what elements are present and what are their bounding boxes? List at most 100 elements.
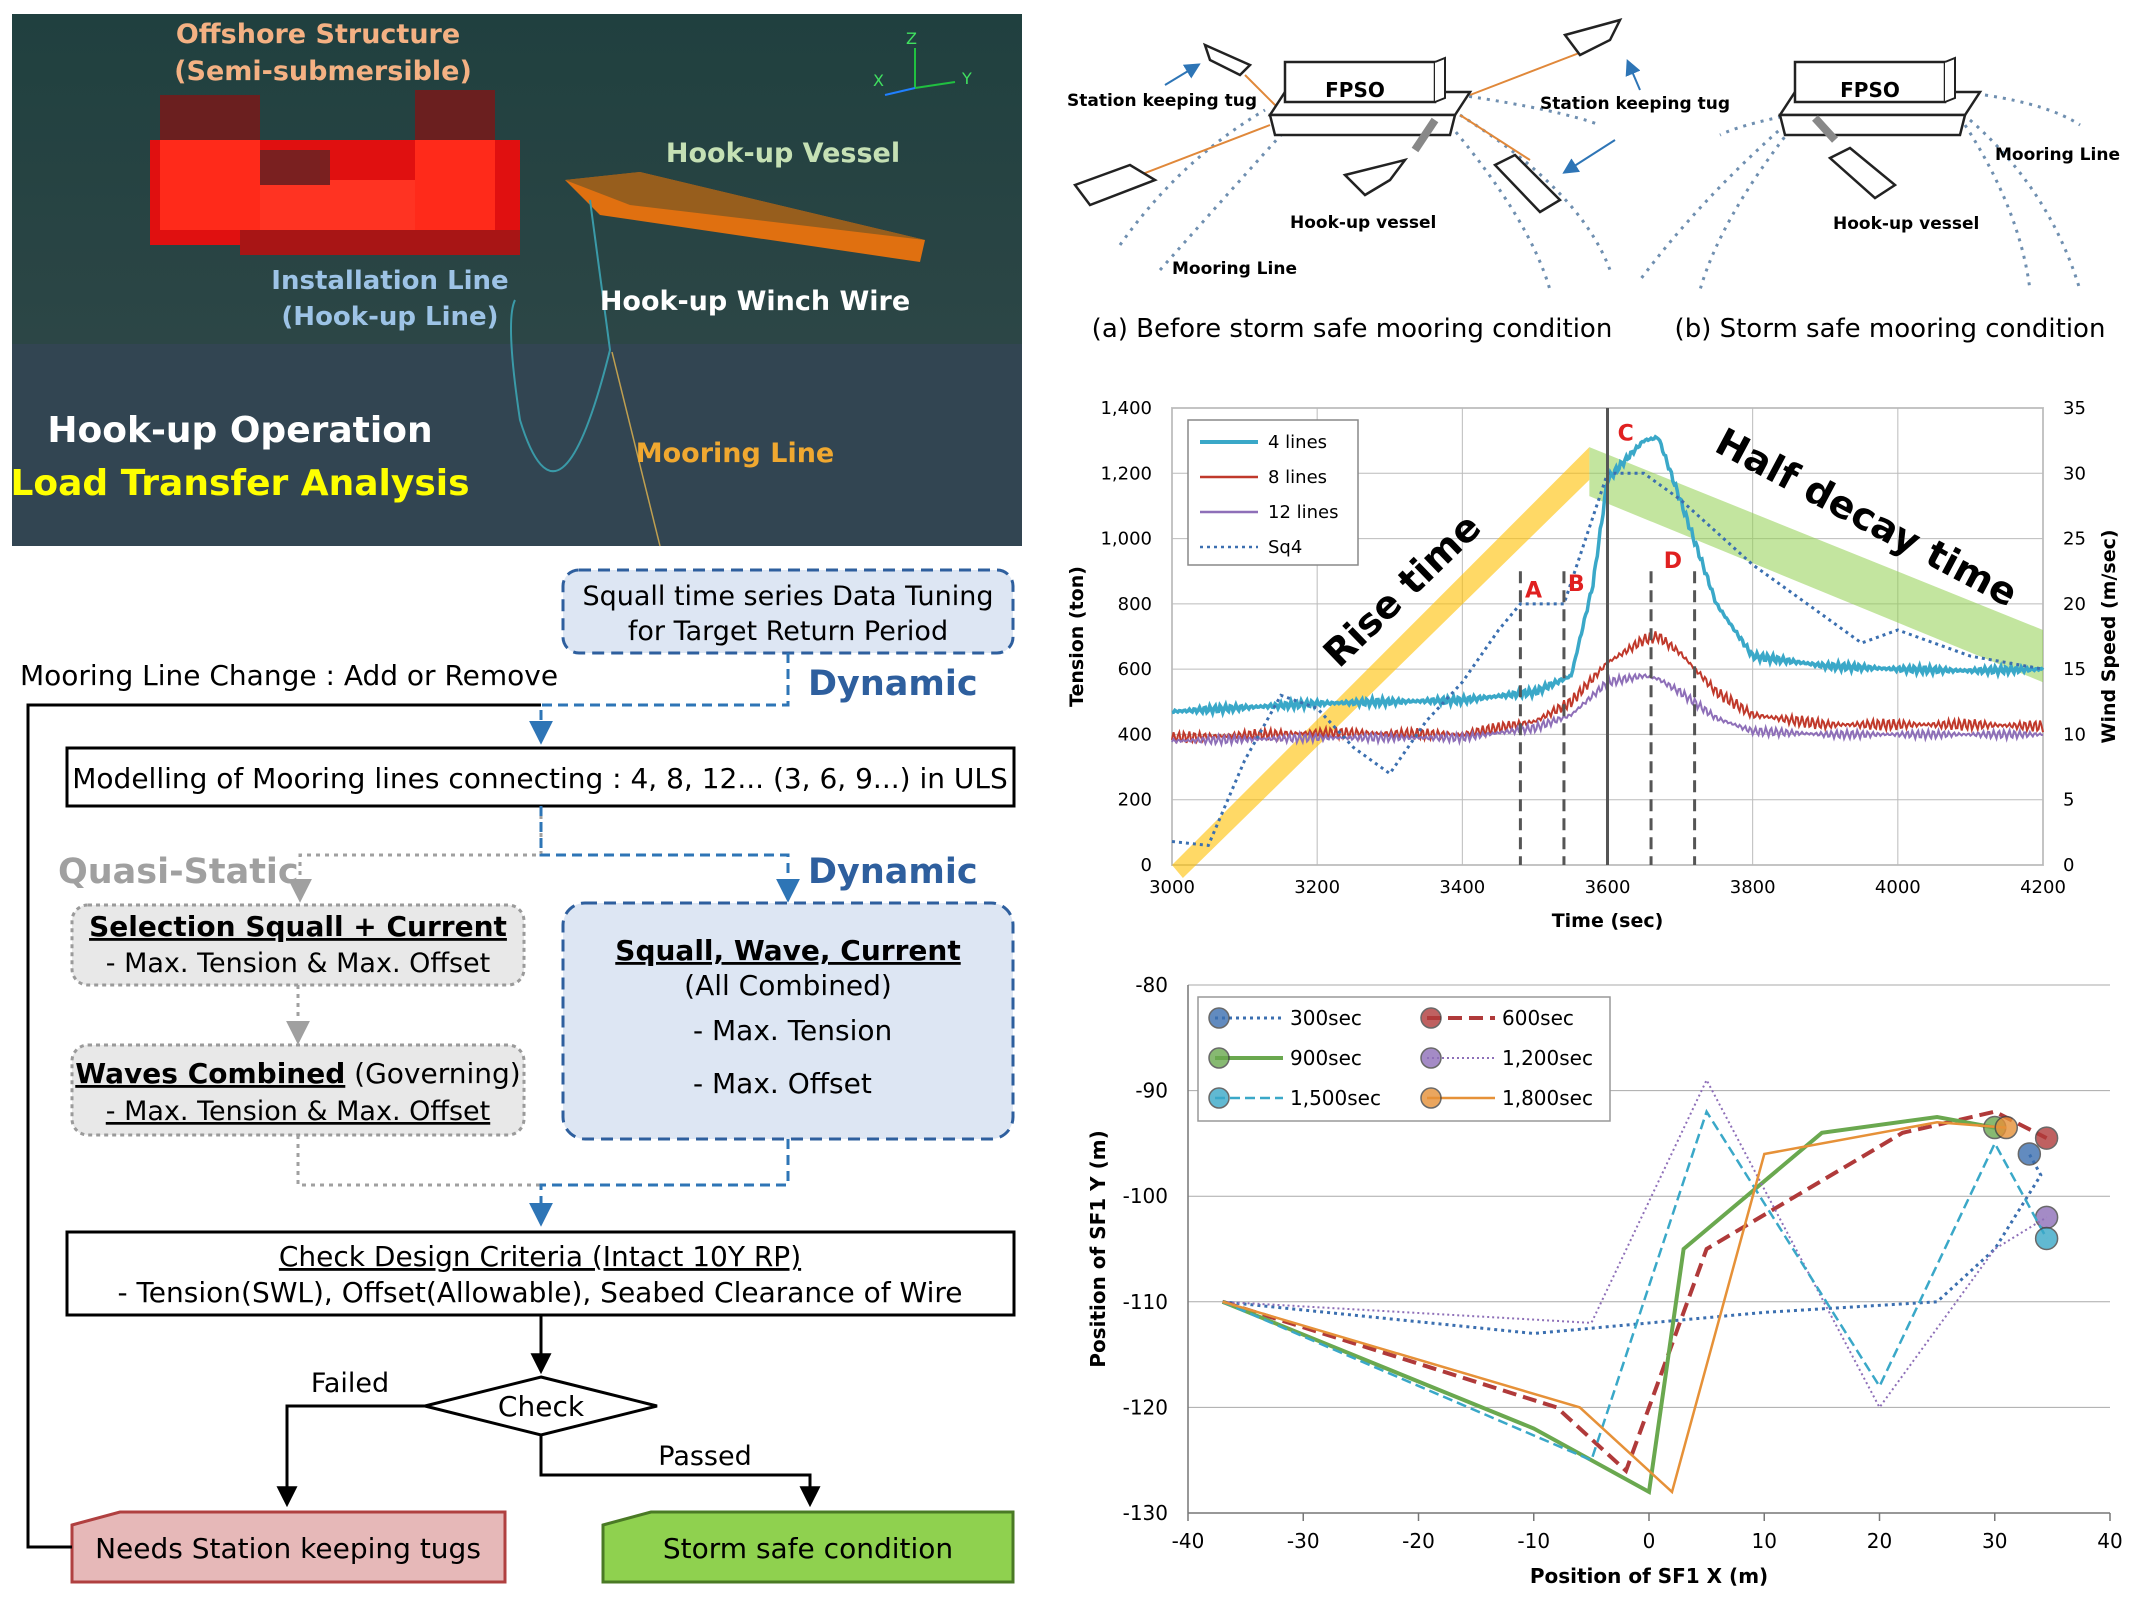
squall-wave-current-box	[561, 901, 1015, 1141]
chart2-legend-label: 600sec	[1502, 1006, 1574, 1030]
chart2-y-tick: -120	[1123, 1395, 1168, 1419]
chart1-legend-label: 8 lines	[1268, 467, 1327, 488]
chart2-y-tick: -90	[1135, 1079, 1168, 1103]
chart1-y-tick: 1,400	[1100, 398, 1152, 419]
hookup-vessel-model	[565, 172, 925, 262]
tug-label-left: Station keeping tug	[1067, 91, 1257, 111]
rise-time-band	[1172, 447, 1590, 879]
chart1-y2-tick: 5	[2063, 790, 2074, 811]
chart1-x-tick: 3200	[1294, 877, 1340, 898]
chart1-y2-tick: 35	[2063, 398, 2086, 419]
hookup-scene-panel: Z Y X Offshore Structure (Semi-submersib…	[10, 14, 1022, 547]
caption-b: (b) Storm safe mooring condition	[1675, 314, 2106, 344]
squall-tuning-line1: Squall time series Data Tuning	[582, 581, 993, 612]
needs-tugs-box	[70, 1510, 507, 1584]
chart2-legend-label: 900sec	[1290, 1046, 1362, 1070]
installation-line-label: Installation Line	[271, 266, 508, 296]
offshore-structure-label: Offshore Structure	[176, 19, 460, 50]
trajectory-end-marker	[2034, 1226, 2059, 1251]
chart1-legend-label: 4 lines	[1268, 432, 1327, 453]
hookup-vessel-label-b: Hook-up vessel	[1833, 214, 1979, 234]
chart1-legend-label: 12 lines	[1268, 502, 1339, 523]
axis-triad: Z Y X	[873, 29, 972, 96]
modelling-text: Modelling of Mooring lines connecting : …	[72, 762, 1007, 795]
chart1-legend-box	[1187, 419, 1359, 566]
schematic-storm-safe: FPSO Mooring Line Hook-up vessel	[1638, 56, 2120, 291]
tug-label-right: Station keeping tug	[1540, 94, 1730, 114]
chart2-legend-label: 1,800sec	[1502, 1086, 1593, 1110]
swc-max-offset: - Max. Offset	[693, 1067, 872, 1100]
chart2-y-tick: -110	[1123, 1290, 1168, 1314]
chart1-ylabel: Tension (ton)	[1066, 566, 1088, 707]
storm-safe-label: Storm safe condition	[663, 1532, 953, 1565]
design-criteria-title: Check Design Criteria (Intact 10Y RP)	[279, 1240, 801, 1273]
chart1-y-tick: 1,200	[1100, 463, 1152, 484]
check-label: Check	[498, 1390, 585, 1423]
sf1-position-chart: -130-120-110-100-90-80-40 -30 -20 -10 0 10 20 3…	[1086, 973, 2123, 1588]
chart1-y2-tick: 0	[2063, 855, 2074, 876]
chart1-y-tick: 800	[1118, 594, 1152, 615]
chart2-legend-marker	[1420, 1047, 1442, 1069]
design-criteria-box	[65, 1230, 1016, 1317]
winch-wire-label: Hook-up Winch Wire	[600, 286, 910, 317]
chart2-x-tick: -30	[1287, 1529, 1320, 1553]
connector-tuning-to-model	[529, 653, 790, 745]
trajectory-900sec-line	[1221, 1114, 1996, 1496]
trajectory-end-marker	[2017, 1142, 2042, 1166]
dynamic-label-1: Dynamic	[808, 664, 978, 704]
waves-combined-name: Waves Combined	[75, 1057, 345, 1090]
chart1-legend: 4 lines 8 lines 12 lines Sq4	[1187, 419, 1359, 566]
fpso-label-b: FPSO	[1840, 78, 1900, 102]
loopback-connector	[26, 703, 541, 1549]
mooring-change-label: Mooring Line Change : Add or Remove	[20, 659, 558, 692]
squall-tuning-line2: for Target Return Period	[628, 616, 948, 647]
passed-label: Passed	[658, 1441, 752, 1472]
mooring-line-label-a: Mooring Line	[1172, 259, 1297, 279]
connector-dynamic-merge	[529, 1139, 790, 1227]
tension-time-chart: 3000 3200 3400 3600 3800 4000 4200020040060080…	[1066, 398, 2120, 932]
connector-model-to-dynamic	[539, 806, 800, 903]
quasi-static-label: Quasi-Static	[58, 852, 299, 892]
chart2-legend-marker	[1420, 1007, 1442, 1029]
trajectory-1500sec-line	[1222, 1108, 2048, 1462]
chart2-y-tick: -130	[1123, 1501, 1168, 1525]
chart1-x-tick: 4200	[2020, 877, 2066, 898]
chart1-legend-label: Sq4	[1268, 537, 1302, 558]
fpso-label-a: FPSO	[1325, 78, 1385, 102]
annotation-C: C	[1618, 422, 1634, 447]
swc-max-tension: - Max. Tension	[693, 1014, 892, 1047]
trajectory-600sec-line	[1221, 1109, 2048, 1475]
chart2-y-tick: -80	[1135, 973, 1168, 997]
chart1-y2-tick: 10	[2063, 724, 2086, 745]
chart1-y-tick: 1,000	[1100, 529, 1152, 550]
chart1-y2-tick: 25	[2063, 529, 2086, 550]
scene-title-line2: Load Transfer Analysis	[10, 463, 469, 504]
mooring-line-label-b: Mooring Line	[1995, 145, 2120, 165]
mooring-schematic-panel: FPSO Station keeping tug Station keeping…	[1067, 18, 2120, 344]
semi-submersible-model	[150, 90, 520, 255]
chart1-xlabel: Time (sec)	[1552, 910, 1664, 932]
chart2-legend-marker	[1420, 1087, 1442, 1109]
waves-combined-body: - Max. Tension & Max. Offset	[106, 1096, 490, 1127]
trajectory-end-marker	[2034, 1205, 2059, 1230]
connector-quasistatic-merge	[296, 1135, 541, 1187]
chart1-y-tick: 600	[1118, 659, 1152, 680]
mooring-line-3d	[611, 351, 661, 547]
axis-x-label: X	[873, 71, 884, 90]
connector-model-to-quasistatic	[288, 806, 543, 903]
chart2-x-tick: 30	[1982, 1529, 2007, 1553]
trajectory-300sec-line	[1222, 1153, 2043, 1336]
semi-submersible-label: (Semi-submersible)	[174, 56, 472, 87]
hookup-line-label: (Hook-up Line)	[281, 302, 498, 332]
waves-combined-title: Waves Combined (Governing)	[75, 1057, 520, 1090]
connector-check-passed	[539, 1435, 821, 1508]
axis-y-label: Y	[961, 69, 972, 88]
chart1-y-tick: 0	[1141, 855, 1152, 876]
failed-label: Failed	[311, 1368, 389, 1399]
installation-line	[510, 199, 612, 473]
annotation-D: D	[1664, 549, 1682, 574]
mooring-line-label: Mooring Line	[636, 438, 834, 469]
chart2-x-tick: 0	[1643, 1529, 1656, 1553]
chart2-legend-label: 1,200sec	[1502, 1046, 1593, 1070]
